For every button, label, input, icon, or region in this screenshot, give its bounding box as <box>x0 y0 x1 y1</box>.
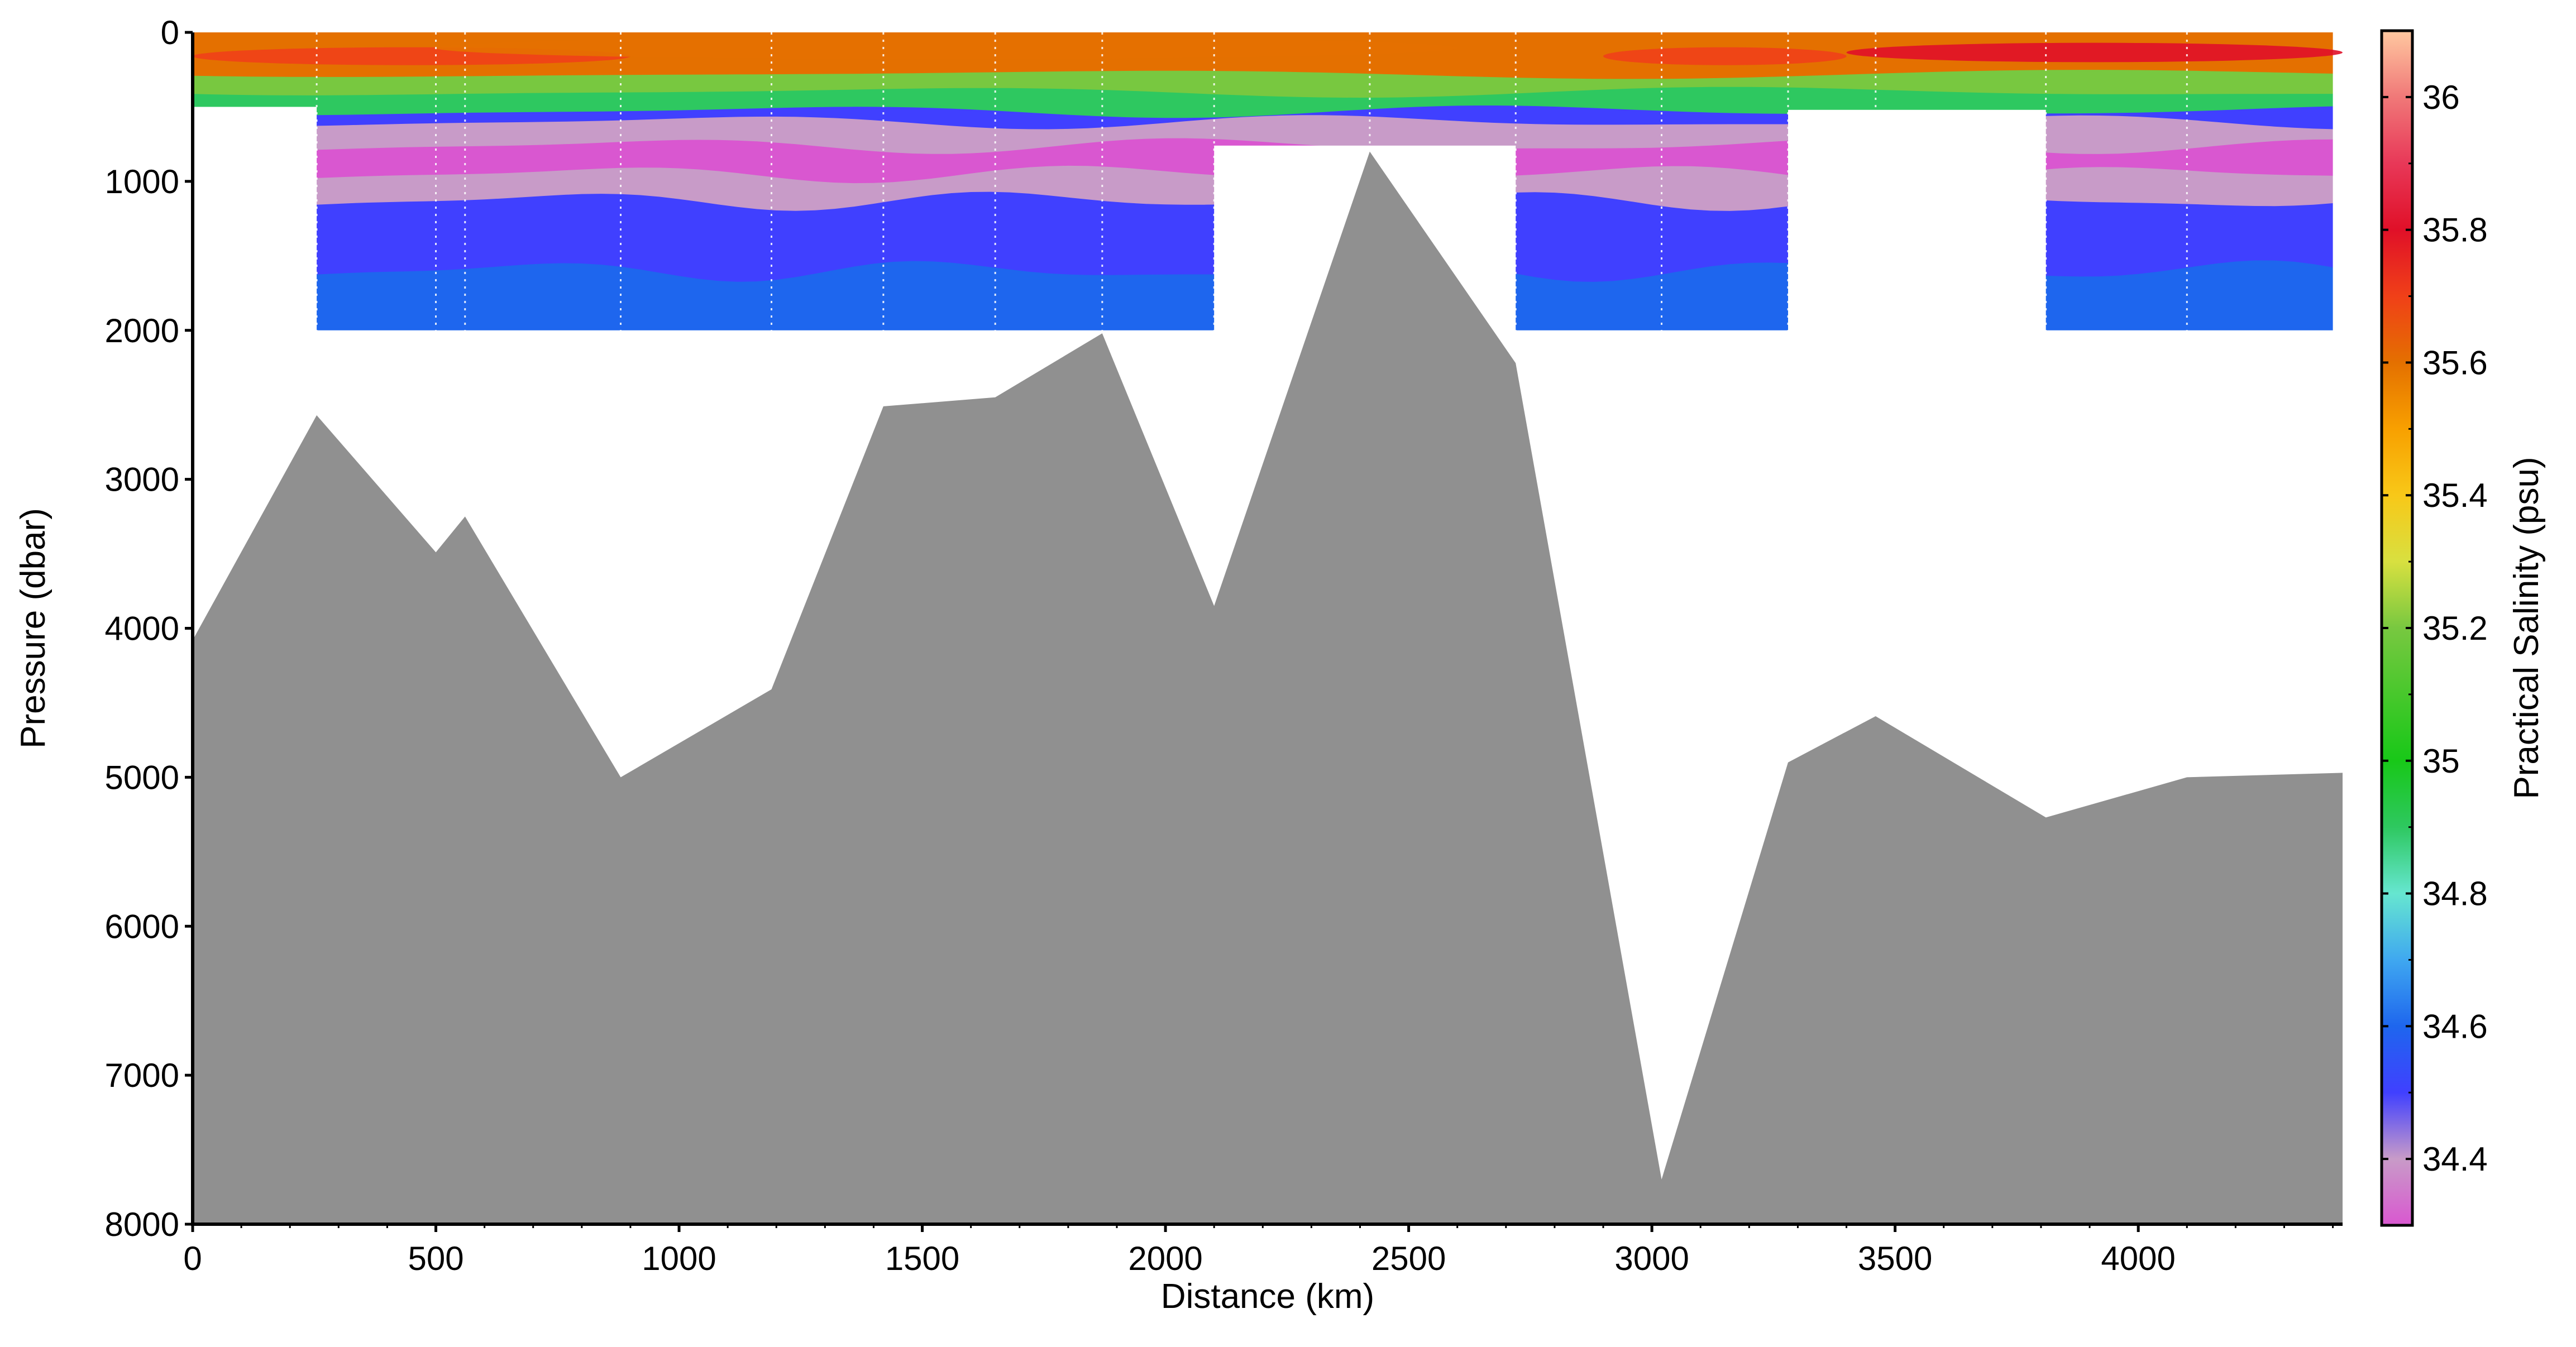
salinity-feature <box>1846 42 2343 63</box>
data-gap <box>1788 109 2046 333</box>
colorbar: 34.4 34.6 34.8 35 35.2 35.4 35.6 35.8 36 <box>2380 29 2488 1227</box>
y-tick-label: 0 <box>161 14 179 51</box>
x-axis-title: Distance (km) <box>1161 1277 1374 1316</box>
y-tick-label: 5000 <box>105 759 179 796</box>
y-axis-title: Pressure (dbar) <box>14 508 52 749</box>
y-tick-label: 6000 <box>105 908 179 945</box>
salinity-feature <box>436 37 1457 60</box>
colorbar-tick-label: 35 <box>2422 742 2460 780</box>
station-lines <box>193 32 2343 330</box>
salinity-feature <box>1603 47 1847 65</box>
colorbar-tick-label: 35.4 <box>2422 477 2488 514</box>
y-tick-label: 1000 <box>105 163 179 200</box>
x-tick-label: 4000 <box>2101 1240 2175 1277</box>
colorbar-title: Practical Salinity (psu) <box>2507 457 2546 799</box>
data-gap <box>193 107 317 333</box>
colorbar-tick-label: 34.8 <box>2422 875 2488 913</box>
x-tick-label: 3500 <box>1858 1240 1932 1277</box>
y-tick-label: 4000 <box>105 610 179 648</box>
salinity-layer <box>193 70 2333 98</box>
y-tick-label: 2000 <box>105 312 179 349</box>
bathymetry-area <box>193 151 2343 1224</box>
y-tick-label: 7000 <box>105 1057 179 1094</box>
colorbar-tick-label: 36 <box>2422 79 2460 116</box>
x-tick-label: 1500 <box>885 1240 959 1277</box>
colorbar-tick-label: 35.6 <box>2422 344 2488 381</box>
x-tick-label: 500 <box>408 1240 463 1277</box>
colorbar-tick-label: 34.6 <box>2422 1008 2488 1045</box>
colorbar-tick-label: 35.2 <box>2422 610 2488 647</box>
bathymetry <box>193 151 2343 1224</box>
colorbar-tick-label: 35.8 <box>2422 212 2488 249</box>
x-tick-label: 3000 <box>1614 1240 1689 1277</box>
colorbar-tick-label: 34.4 <box>2422 1140 2488 1178</box>
x-tick-label: 2500 <box>1371 1240 1446 1277</box>
x-tick-label: 2000 <box>1128 1240 1202 1277</box>
y-tick-label: 3000 <box>105 461 179 498</box>
x-tick-label: 1000 <box>642 1240 716 1277</box>
y-tick-label: 8000 <box>105 1206 179 1243</box>
x-tick-label: 0 <box>183 1240 202 1277</box>
